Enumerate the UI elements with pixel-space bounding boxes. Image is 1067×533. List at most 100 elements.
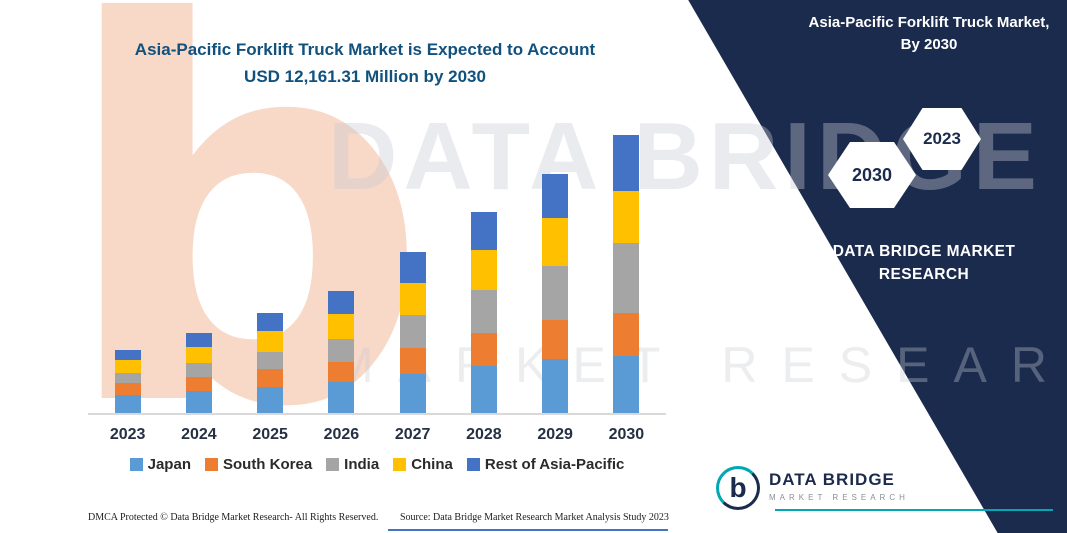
bar-segment-south-korea-2029 — [542, 320, 569, 360]
x-axis-label-2023: 2023 — [109, 426, 146, 443]
bar-segment-south-korea-2025 — [257, 369, 284, 387]
bar-segment-china-2027 — [399, 282, 426, 315]
bar-segment-south-korea-2026 — [328, 362, 355, 383]
source-note: Source: Data Bridge Market Research Mark… — [400, 512, 669, 523]
bar-segment-south-korea-2024 — [185, 376, 212, 392]
footer-divider — [388, 529, 668, 531]
chart-title: Asia-Pacific Forklift Truck Market is Ex… — [100, 36, 630, 90]
bar-segment-rest-of-asia-pacific-2028 — [470, 212, 497, 251]
bar-segment-japan-2028 — [470, 366, 497, 413]
bar-segment-rest-of-asia-pacific-2025 — [257, 313, 284, 332]
legend-item-india: India — [326, 456, 379, 473]
bar-segment-india-2029 — [542, 265, 569, 321]
bar-segment-south-korea-2030 — [613, 312, 640, 356]
bar-segment-india-2025 — [257, 351, 284, 370]
bar-segment-rest-of-asia-pacific-2030 — [613, 135, 640, 192]
bar-segment-south-korea-2023 — [114, 382, 141, 395]
bar-segment-rest-of-asia-pacific-2027 — [399, 252, 426, 283]
bar-column-2024 — [163, 137, 234, 413]
legend-item-south-korea: South Korea — [204, 456, 313, 473]
logo-underline — [775, 509, 1053, 511]
bar-column-2029 — [520, 137, 591, 413]
legend-swatch-south-korea — [204, 458, 218, 471]
bar-segment-china-2024 — [185, 347, 212, 364]
bar-segment-japan-2029 — [542, 359, 569, 413]
stacked-bar-2030 — [613, 135, 640, 413]
legend-label-china: China — [411, 456, 453, 473]
panel-brand-line2: RESEARCH — [878, 266, 970, 284]
bar-segment-south-korea-2028 — [470, 333, 497, 367]
stacked-bar-2029 — [542, 174, 569, 413]
legend-item-rest-of-asia-pacific: Rest of Asia-Pacific — [466, 456, 625, 473]
logo-subtitle: MARKET RESEARCH — [769, 493, 909, 502]
bar-segment-china-2030 — [613, 191, 640, 244]
logo-name: DATA BRIDGE — [769, 470, 895, 489]
panel-brand-text: DATA BRIDGE MARKET RESEARCH — [807, 240, 1041, 287]
x-axis-label-2030: 2030 — [608, 426, 645, 443]
bar-segment-japan-2027 — [399, 374, 426, 413]
bar-segment-rest-of-asia-pacific-2024 — [185, 333, 212, 348]
legend-label-south-korea: South Korea — [222, 456, 313, 473]
bar-segment-japan-2025 — [257, 386, 284, 413]
legend-swatch-china — [393, 458, 407, 471]
legend-swatch-japan — [129, 458, 143, 471]
chart-title-line1: Asia-Pacific Forklift Truck Market is Ex… — [134, 40, 596, 59]
bar-segment-india-2030 — [613, 243, 640, 313]
hexagon-2030: 2030 — [828, 142, 916, 208]
x-axis-labels: 2023 2024 2025 2026 2027 2028 2029 2030 — [88, 426, 666, 444]
bar-segment-india-2023 — [114, 372, 141, 383]
bar-segment-india-2027 — [399, 314, 426, 348]
legend-item-china: China — [393, 456, 453, 473]
stacked-bar-2026 — [328, 291, 355, 413]
panel-brand-line1: DATA BRIDGE MARKET — [832, 243, 1016, 260]
bar-segment-china-2029 — [542, 217, 569, 266]
stacked-bar-2028 — [470, 212, 497, 413]
bar-segment-china-2023 — [114, 359, 141, 373]
bar-column-2028 — [448, 137, 519, 413]
bar-segment-china-2026 — [328, 314, 355, 339]
legend-swatch-rest-of-asia-pacific — [466, 458, 480, 471]
legend-label-rest-of-asia-pacific: Rest of Asia-Pacific — [484, 456, 625, 473]
bar-segment-south-korea-2027 — [399, 347, 426, 375]
x-axis-label-2028: 2028 — [466, 426, 502, 443]
bar-column-2026 — [306, 137, 377, 413]
dmca-notice: DMCA Protected © Data Bridge Market Rese… — [88, 512, 379, 523]
chart-legend: Japan South Korea India China Rest of Asia-P… — [80, 456, 674, 473]
bar-column-2027 — [377, 137, 448, 413]
bar-segment-japan-2026 — [328, 382, 355, 413]
stacked-bar-2024 — [185, 333, 212, 413]
legend-swatch-india — [326, 458, 340, 471]
stacked-bar-2025 — [257, 313, 284, 413]
x-axis-label-2027: 2027 — [394, 426, 431, 443]
bar-column-2030 — [591, 135, 662, 413]
stacked-bar-2023 — [114, 349, 141, 413]
bar-segment-rest-of-asia-pacific-2023 — [114, 349, 141, 360]
x-axis-label-2025: 2025 — [252, 426, 288, 443]
bar-segment-rest-of-asia-pacific-2029 — [542, 174, 569, 218]
company-logo: b DATA BRIDGE MARKET RESEARCH — [716, 466, 909, 510]
bar-segment-china-2025 — [257, 331, 284, 352]
bar-segment-japan-2023 — [114, 394, 141, 413]
bar-segment-rest-of-asia-pacific-2026 — [328, 291, 355, 315]
bar-segment-china-2028 — [470, 250, 497, 291]
stacked-bar-chart — [88, 135, 666, 415]
bar-segment-japan-2030 — [613, 355, 640, 413]
bar-segment-india-2024 — [185, 363, 212, 377]
panel-title: Asia-Pacific Forklift Truck Market, By 2… — [808, 14, 1050, 53]
bar-segment-india-2028 — [470, 290, 497, 334]
bar-segment-india-2026 — [328, 338, 355, 363]
stacked-bar-2027 — [399, 252, 426, 413]
bar-column-2023 — [92, 137, 163, 413]
watermark-text-line2: MARKET RESEARCH — [332, 337, 1067, 393]
logo-text: DATA BRIDGE MARKET RESEARCH — [769, 466, 909, 502]
legend-label-india: India — [344, 456, 380, 473]
legend-item-japan: Japan — [129, 456, 191, 473]
bar-segment-japan-2024 — [185, 391, 212, 413]
bar-column-2025 — [235, 137, 306, 413]
x-axis-label-2029: 2029 — [537, 426, 573, 443]
legend-label-japan: Japan — [147, 456, 191, 473]
x-axis-label-2026: 2026 — [323, 426, 360, 443]
x-axis-label-2024: 2024 — [181, 426, 217, 443]
data-bridge-logo-icon: b — [716, 466, 760, 510]
